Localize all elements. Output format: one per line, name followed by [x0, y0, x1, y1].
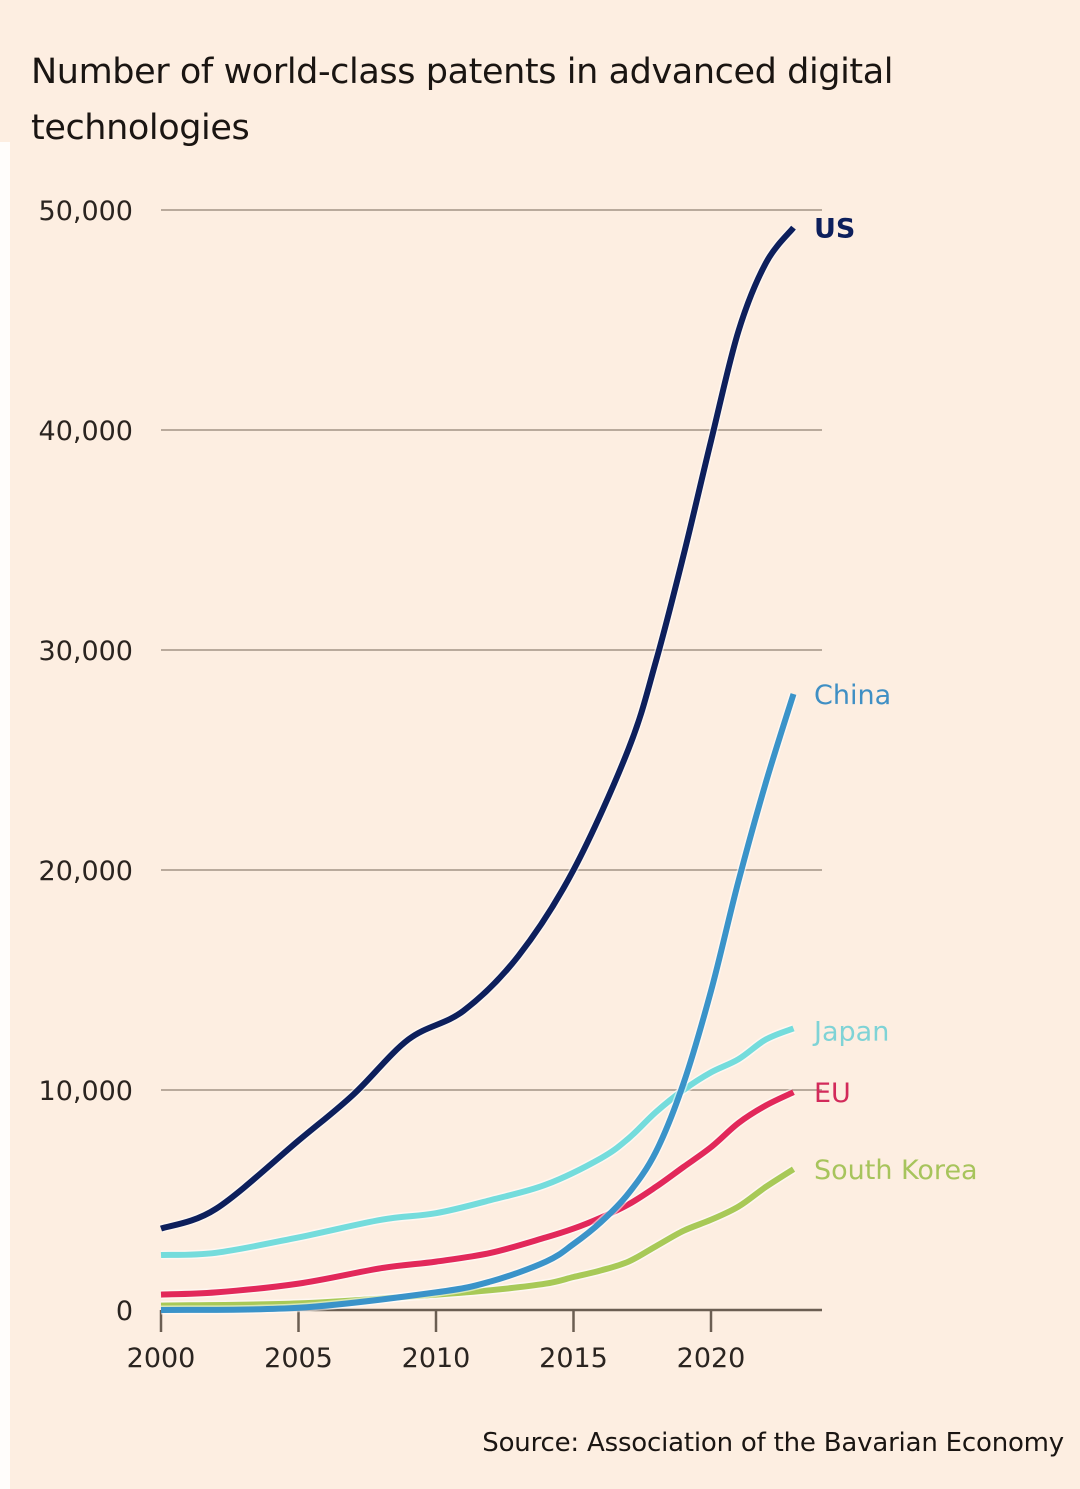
x-tick-label: 2020 [677, 1343, 746, 1374]
x-tick-label: 2015 [539, 1343, 608, 1374]
series-label-us: US [814, 214, 855, 245]
series-label-eu: EU [814, 1078, 851, 1109]
series-label-japan: Japan [812, 1016, 889, 1047]
series-line-eu [160, 1089, 795, 1298]
series-line-china [160, 693, 797, 1313]
y-tick-label: 40,000 [39, 416, 133, 447]
x-tick-label: 2000 [127, 1343, 196, 1374]
x-tick-label: 2005 [264, 1343, 333, 1374]
x-axis: 2000 2005 2010 2015 2020 [127, 1308, 822, 1374]
series-lines [159, 224, 798, 1315]
left-border-strip [0, 142, 10, 1489]
y-tick-label: 10,000 [39, 1076, 133, 1107]
series-halo-eu [160, 1088, 796, 1300]
y-tick-label: 30,000 [39, 636, 133, 667]
series-labels: South Korea EU Japan China US [812, 214, 978, 1187]
series-line-japan [160, 1025, 795, 1258]
series-label-south-korea: South Korea [814, 1155, 978, 1186]
series-label-china: China [814, 680, 891, 711]
source-note: Source: Association of the Bavarian Econ… [482, 1428, 1064, 1458]
y-axis-ticks: 0 10,000 20,000 30,000 40,000 50,000 [39, 196, 133, 1327]
series-line-us [159, 225, 796, 1232]
y-tick-label: 20,000 [39, 856, 133, 887]
x-tick-label: 2010 [402, 1343, 471, 1374]
chart-title: Number of world-class patents in advance… [31, 52, 894, 148]
y-tick-label: 50,000 [39, 196, 133, 227]
y-tick-label: 0 [116, 1296, 133, 1327]
